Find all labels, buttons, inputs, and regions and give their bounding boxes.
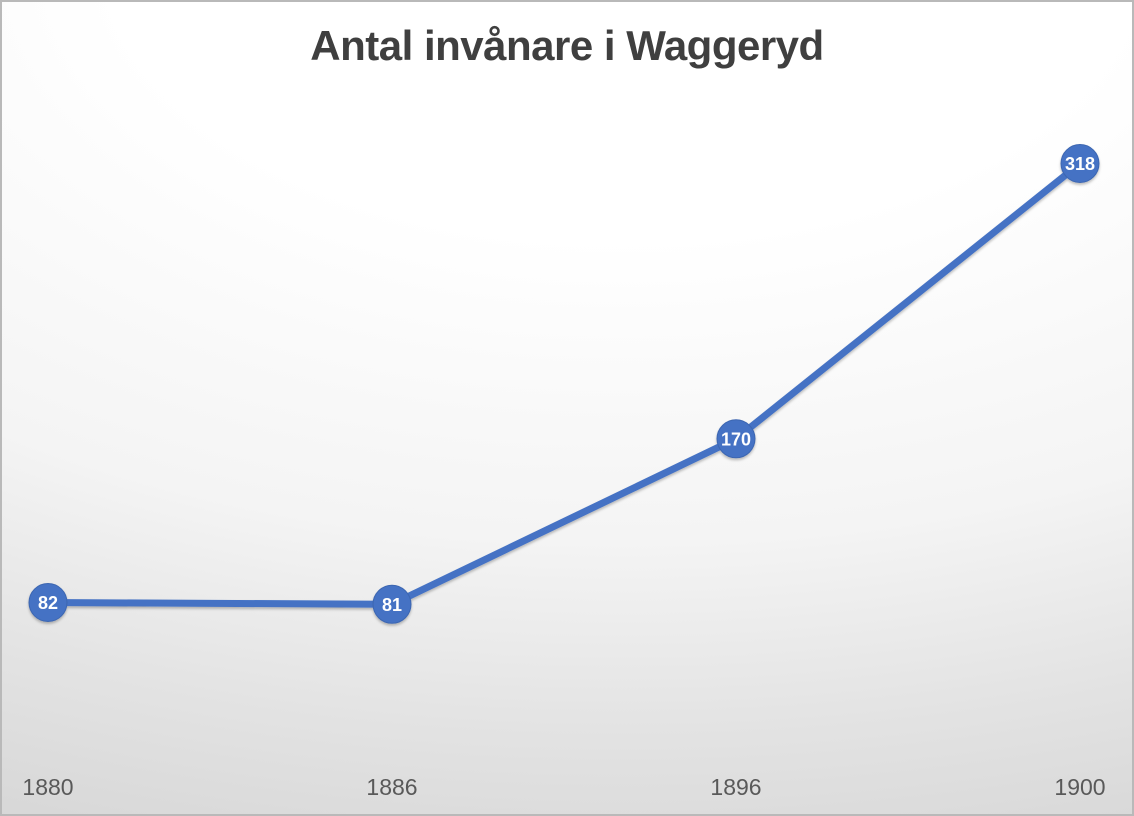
x-axis-tick-labels: 1880 1886 1896 1900 xyxy=(22,774,1105,800)
data-point-marker xyxy=(1060,144,1100,183)
data-point-marker xyxy=(716,419,756,459)
chart-title: Antal invånare i Waggeryd xyxy=(310,22,824,69)
data-point-marker xyxy=(28,583,68,622)
data-label: 318 xyxy=(1065,154,1095,174)
series-line xyxy=(44,160,1084,608)
x-axis-tick-label: 1896 xyxy=(710,774,761,800)
x-axis-tick-label: 1886 xyxy=(366,774,417,800)
data-label: 82 xyxy=(38,593,58,613)
x-axis-tick-label: 1900 xyxy=(1054,774,1105,800)
line-series: 82 81 170 318 xyxy=(28,144,1100,624)
data-point-marker xyxy=(372,584,412,624)
x-axis-tick-label: 1880 xyxy=(22,774,73,800)
data-label: 170 xyxy=(721,429,751,449)
data-label: 81 xyxy=(382,595,402,615)
gridlines xyxy=(48,103,1080,663)
